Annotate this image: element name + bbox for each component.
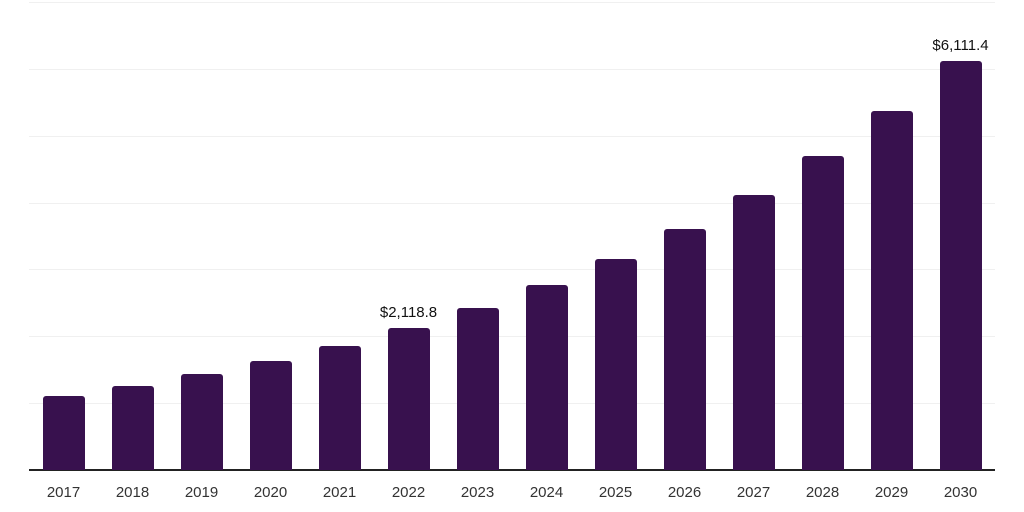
x-label-2029: 2029 xyxy=(874,484,909,501)
bar-2020[interactable] xyxy=(249,361,292,470)
x-label-2022: 2022 xyxy=(391,484,426,501)
data-label-2030: $6,111.4 xyxy=(932,37,989,55)
x-label-2026: 2026 xyxy=(667,484,702,501)
x-label-2020: 2020 xyxy=(253,484,288,501)
gridline-4000 xyxy=(29,202,995,204)
x-label-2030: 2030 xyxy=(943,484,978,501)
bar-2027[interactable] xyxy=(732,195,775,470)
bar-2018[interactable] xyxy=(111,386,154,470)
bar-2021[interactable] xyxy=(318,345,361,470)
gridline-1000 xyxy=(29,403,995,405)
gridline-6000 xyxy=(29,68,995,70)
x-label-2018: 2018 xyxy=(115,484,150,501)
bar-2022[interactable] xyxy=(387,328,430,470)
x-label-2017: 2017 xyxy=(46,484,81,501)
x-label-2021: 2021 xyxy=(322,484,357,501)
bar-2017[interactable] xyxy=(42,396,85,470)
plot-area: $2,118.8 $6,111.4 xyxy=(29,2,995,471)
x-axis-labels: 2017 2018 2019 2020 2021 2022 2023 2024 2025 2026… xyxy=(29,484,995,504)
bar-2024[interactable] xyxy=(525,285,568,470)
bar-2026[interactable] xyxy=(663,228,706,470)
bar-2019[interactable] xyxy=(180,374,223,470)
gridline-3000 xyxy=(29,269,995,271)
x-label-2028: 2028 xyxy=(805,484,840,501)
x-label-2019: 2019 xyxy=(184,484,219,501)
bar-2028[interactable] xyxy=(801,156,844,470)
data-label-2022: $2,118.8 xyxy=(379,304,438,322)
x-label-2024: 2024 xyxy=(529,484,564,501)
gridline-5000 xyxy=(29,135,995,137)
bar-2025[interactable] xyxy=(594,259,637,470)
gridline-2000 xyxy=(29,336,995,338)
x-label-2025: 2025 xyxy=(598,484,633,501)
gridline-7000 xyxy=(29,2,995,3)
x-axis-line xyxy=(29,469,995,471)
bar-2023[interactable] xyxy=(456,308,499,470)
bar-2029[interactable] xyxy=(870,110,913,470)
bar-2030[interactable] xyxy=(939,61,982,470)
x-label-2023: 2023 xyxy=(460,484,495,501)
x-label-2027: 2027 xyxy=(736,484,771,501)
